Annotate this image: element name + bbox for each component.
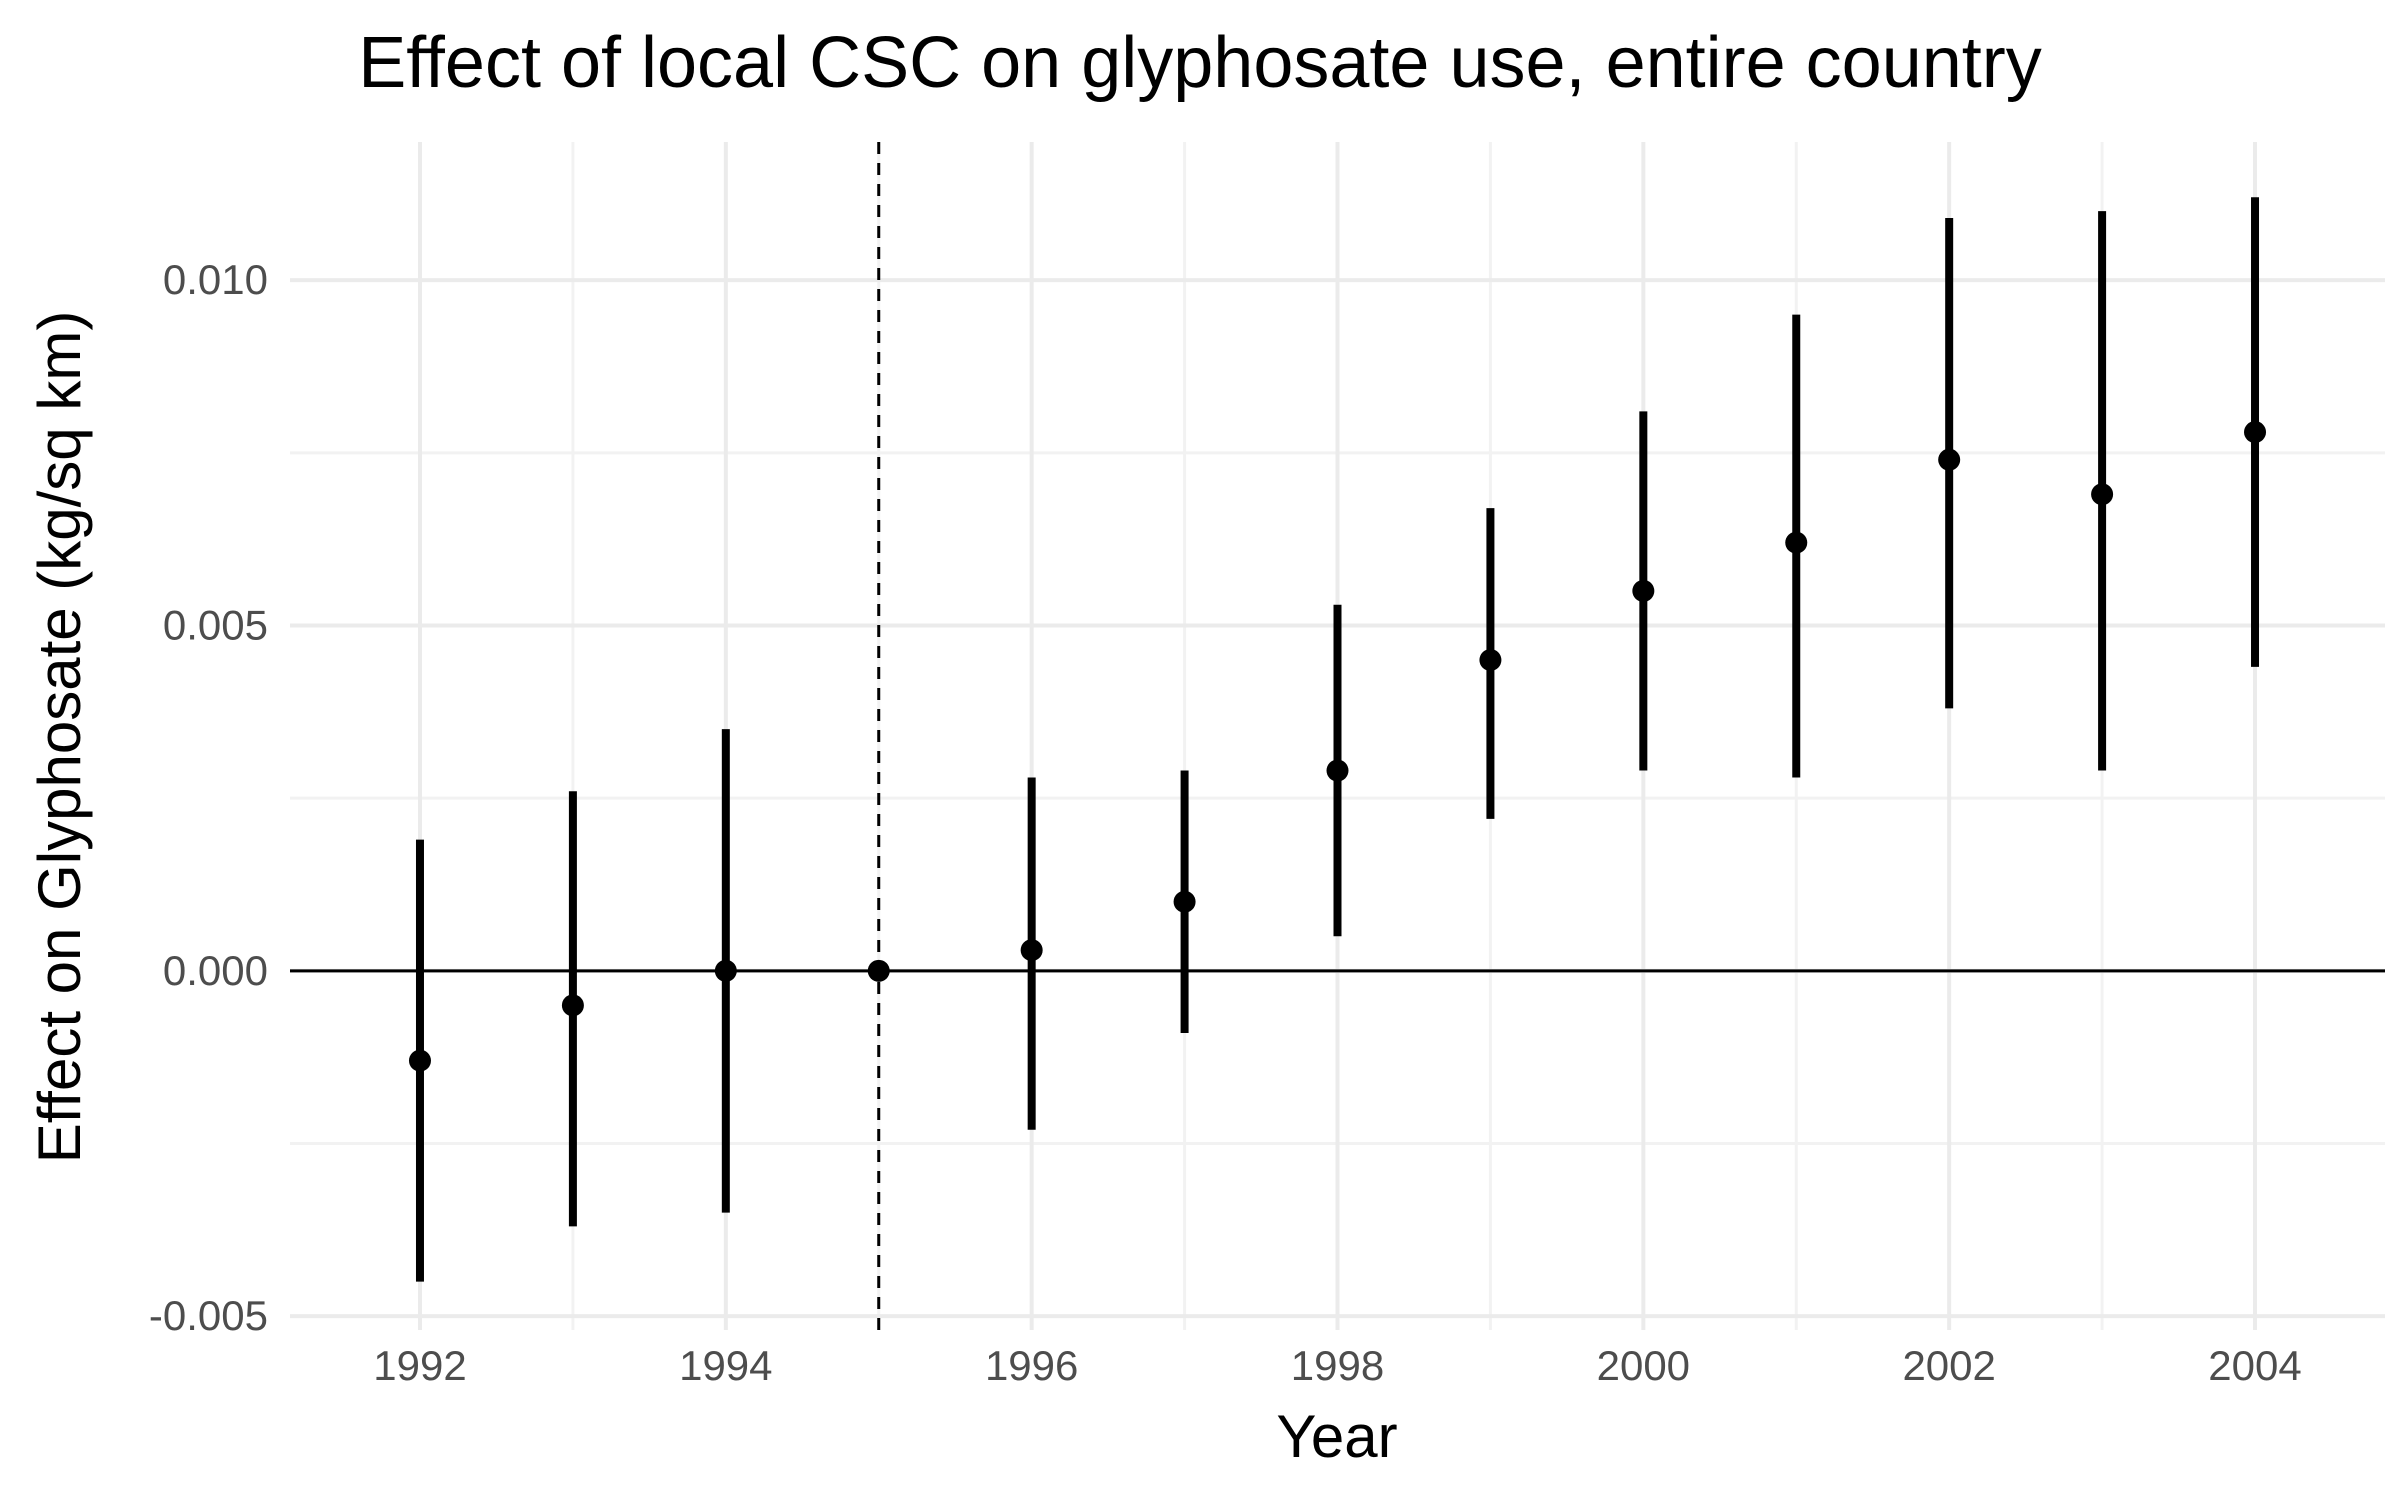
x-tick-label: 1992 xyxy=(373,1342,466,1389)
x-axis-ticks: 1992 1994 1996 1998 2000 2002 2004 xyxy=(373,1342,2301,1389)
point-2000 xyxy=(1632,579,1655,602)
point-1993 xyxy=(561,994,584,1017)
x-tick-label: 1996 xyxy=(985,1342,1078,1389)
point-1998 xyxy=(1326,759,1349,782)
y-tick-label: 0.000 xyxy=(163,947,268,994)
y-axis-title: Effect on Glyphosate (kg/sq km) xyxy=(26,311,93,1164)
x-tick-label: 1998 xyxy=(1291,1342,1384,1389)
point-2002 xyxy=(1938,448,1961,471)
x-tick-label: 2004 xyxy=(2208,1342,2301,1389)
x-axis-title: Year xyxy=(1276,1403,1397,1470)
point-1996 xyxy=(1020,939,1043,962)
y-tick-label: -0.005 xyxy=(149,1292,268,1339)
point-1995 xyxy=(867,959,890,982)
reference-lines xyxy=(290,142,2385,1330)
y-tick-label: 0.005 xyxy=(163,601,268,648)
point-1997 xyxy=(1173,890,1196,913)
point-estimates xyxy=(408,421,2267,1072)
chart-title: Effect of local CSC on glyphosate use, e… xyxy=(358,23,2042,103)
point-2001 xyxy=(1785,531,1808,554)
point-2004 xyxy=(2244,421,2267,444)
y-tick-label: 0.010 xyxy=(163,256,268,303)
point-1994 xyxy=(714,959,737,982)
x-tick-label: 1994 xyxy=(679,1342,772,1389)
x-tick-label: 2000 xyxy=(1597,1342,1690,1389)
x-tick-label: 2002 xyxy=(1902,1342,1995,1389)
point-2003 xyxy=(2091,483,2114,506)
y-axis-ticks: -0.005 0.000 0.005 0.010 xyxy=(149,256,268,1339)
point-1999 xyxy=(1479,649,1502,672)
point-1992 xyxy=(408,1049,431,1072)
